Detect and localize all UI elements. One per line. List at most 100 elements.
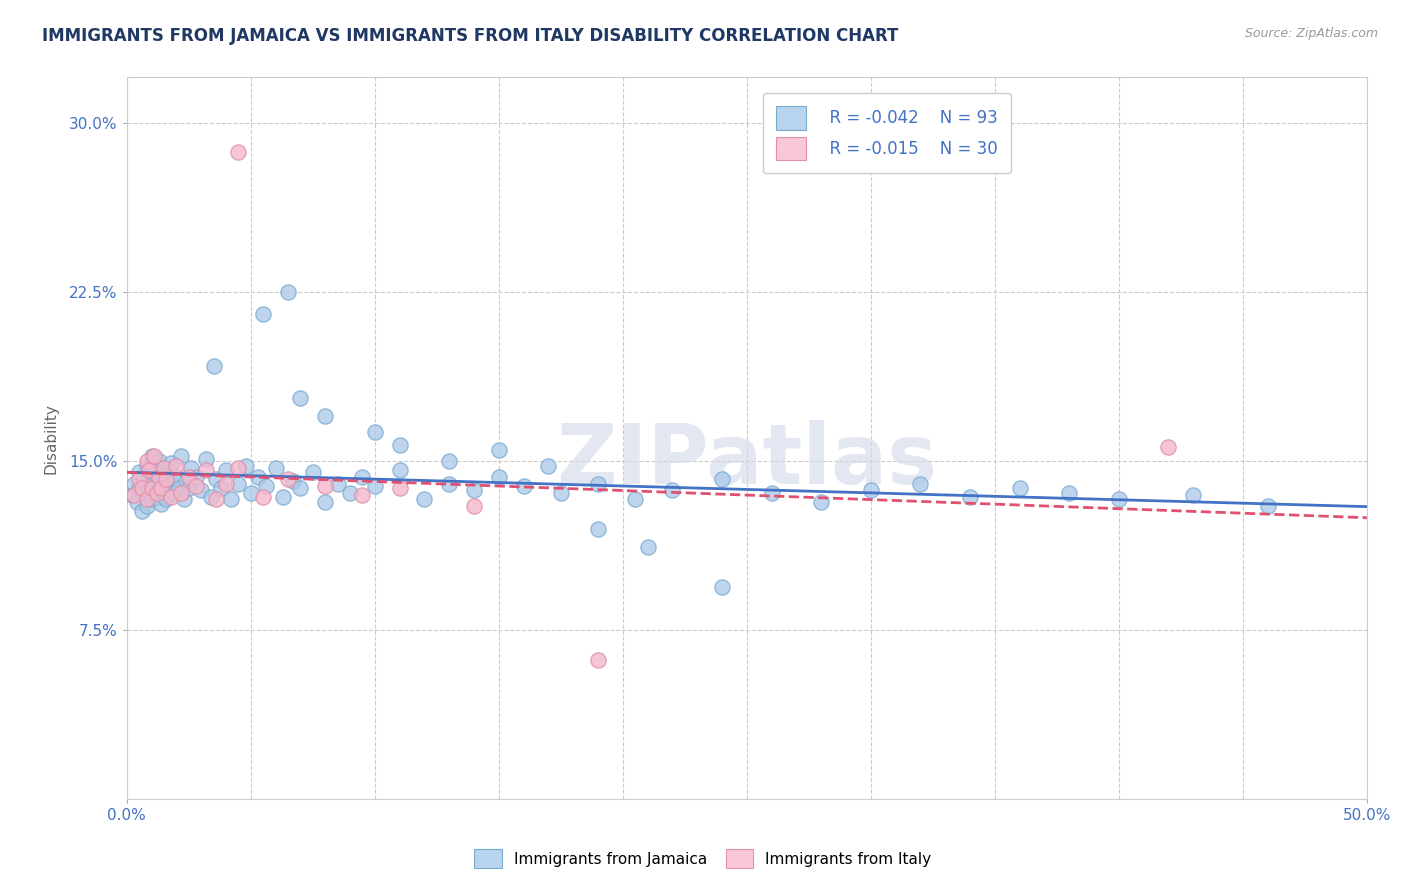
Point: [131, 503, 153, 517]
Point: [550, 485, 572, 500]
Point: [239, 485, 262, 500]
Point: [122, 476, 145, 491]
Point: [586, 652, 609, 666]
Point: [352, 470, 374, 484]
Point: [810, 494, 832, 508]
Point: [1057, 485, 1080, 500]
Point: [141, 481, 163, 495]
Point: [364, 425, 387, 439]
Point: [228, 460, 250, 475]
Point: [1108, 492, 1130, 507]
Point: [537, 458, 560, 473]
Point: [463, 499, 485, 513]
Point: [711, 472, 734, 486]
Point: [254, 479, 277, 493]
Point: [148, 454, 170, 468]
Point: [128, 472, 150, 486]
Point: [148, 483, 170, 498]
Text: ZIPatlas: ZIPatlas: [557, 419, 938, 500]
Point: [195, 463, 218, 477]
Point: [150, 497, 173, 511]
Point: [637, 540, 659, 554]
Point: [326, 476, 349, 491]
Point: [173, 492, 195, 507]
Legend:   R = -0.042    N = 93,   R = -0.015    N = 30: R = -0.042 N = 93, R = -0.015 N = 30: [762, 93, 1011, 173]
Point: [281, 475, 304, 489]
Point: [143, 450, 166, 464]
Point: [624, 492, 647, 507]
Point: [252, 490, 274, 504]
Point: [138, 483, 160, 498]
Point: [209, 481, 232, 495]
Point: [150, 467, 173, 482]
Point: [228, 145, 250, 159]
Point: [186, 470, 208, 484]
Point: [141, 475, 163, 489]
Point: [661, 483, 683, 498]
Y-axis label: Disability: Disability: [44, 403, 58, 474]
Point: [235, 458, 257, 473]
Legend: Immigrants from Jamaica, Immigrants from Italy: Immigrants from Jamaica, Immigrants from…: [467, 841, 939, 875]
Point: [388, 481, 411, 495]
Point: [219, 492, 242, 507]
Point: [215, 463, 238, 477]
Point: [859, 483, 882, 498]
Point: [138, 463, 160, 477]
Point: [141, 492, 163, 507]
Point: [488, 442, 510, 457]
Point: [141, 450, 163, 464]
Point: [143, 463, 166, 477]
Point: [352, 488, 374, 502]
Point: [247, 470, 270, 484]
Point: [180, 460, 202, 475]
Point: [155, 492, 177, 507]
Point: [128, 465, 150, 479]
Point: [153, 460, 176, 475]
Point: [165, 458, 187, 473]
Point: [1157, 441, 1180, 455]
Point: [122, 488, 145, 502]
Point: [170, 450, 193, 464]
Point: [339, 485, 361, 500]
Point: [205, 472, 228, 486]
Text: IMMIGRANTS FROM JAMAICA VS IMMIGRANTS FROM ITALY DISABILITY CORRELATION CHART: IMMIGRANTS FROM JAMAICA VS IMMIGRANTS FR…: [42, 27, 898, 45]
Point: [228, 476, 250, 491]
Point: [364, 479, 387, 493]
Point: [488, 470, 510, 484]
Point: [128, 481, 150, 495]
Point: [314, 479, 336, 493]
Point: [148, 470, 170, 484]
Point: [153, 481, 176, 495]
Point: [143, 481, 166, 495]
Point: [160, 490, 183, 504]
Point: [145, 485, 167, 500]
Point: [512, 479, 534, 493]
Point: [277, 285, 299, 299]
Point: [157, 475, 180, 489]
Point: [125, 494, 148, 508]
Point: [910, 476, 932, 491]
Point: [153, 460, 176, 475]
Point: [186, 479, 208, 493]
Text: Source: ZipAtlas.com: Source: ZipAtlas.com: [1244, 27, 1378, 40]
Point: [1257, 499, 1279, 513]
Point: [264, 460, 287, 475]
Point: [388, 438, 411, 452]
Point: [205, 492, 228, 507]
Point: [150, 481, 173, 495]
Point: [195, 451, 218, 466]
Point: [135, 492, 157, 507]
Point: [177, 481, 200, 495]
Point: [437, 454, 460, 468]
Point: [155, 472, 177, 486]
Point: [145, 490, 167, 504]
Point: [314, 409, 336, 423]
Point: [463, 483, 485, 498]
Point: [277, 472, 299, 486]
Point: [290, 481, 312, 495]
Point: [761, 485, 783, 500]
Point: [190, 483, 212, 498]
Point: [170, 485, 193, 500]
Point: [711, 580, 734, 594]
Point: [174, 475, 197, 489]
